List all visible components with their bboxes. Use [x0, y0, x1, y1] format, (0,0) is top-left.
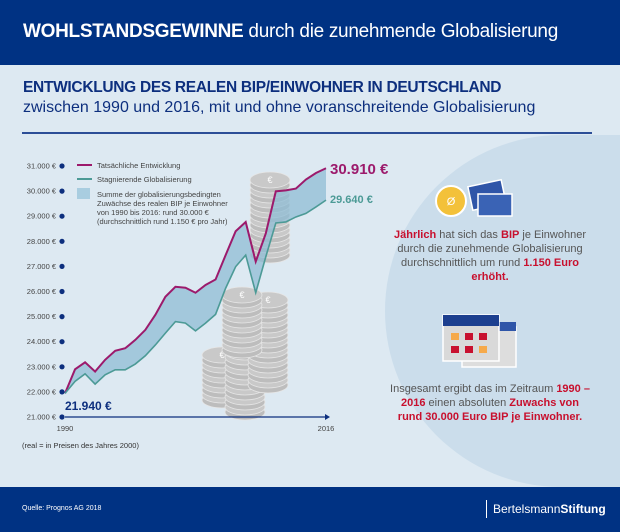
- end-actual-label: 30.910 €: [330, 161, 389, 178]
- y-tick-dot: [59, 288, 65, 295]
- bertelsmann-logo: BertelsmannStiftung: [486, 500, 606, 518]
- stagnant-line: [64, 199, 327, 394]
- footer: Quelle: Prognos AG 2018 BertelsmannStift…: [0, 487, 620, 532]
- end-stagnant-label: 29.640 €: [330, 194, 373, 206]
- chart-title: ENTWICKLUNG DES REALEN BIP/EINWOHNER IN …: [23, 79, 502, 96]
- y-tick-label: 31.000 €: [27, 162, 57, 171]
- x-tick-1990: 1990: [57, 424, 74, 433]
- source: Quelle: Prognos AG 2018: [22, 505, 102, 512]
- info2-highlight-period: 1990 – 2016: [401, 383, 590, 409]
- page-header: WOHLSTANDSGEWINNE durch die zunehmende G…: [0, 0, 620, 65]
- calendar-icon: [442, 314, 517, 368]
- y-tick-label: 27.000 €: [27, 262, 57, 271]
- info1-highlight-bip: BIP: [501, 229, 520, 241]
- legend-area-line2: Zuwächse des realen BIP je Einwohner: [97, 199, 228, 208]
- legend: Tatsächliche Entwicklung Stagnierende Gl…: [77, 161, 228, 226]
- y-tick-label: 22.000 €: [27, 387, 57, 396]
- chart-heading: ENTWICKLUNG DES REALEN BIP/EINWOHNER IN …: [23, 79, 598, 117]
- y-tick-label: 26.000 €: [27, 287, 57, 296]
- coin: [249, 171, 291, 189]
- info2-text-2: einen absoluten: [425, 397, 510, 409]
- y-tick-dot: [59, 414, 65, 420]
- info2-highlight-amount: Zuwachs von rund 30.000 Euro BIP je Einw…: [397, 397, 583, 423]
- y-tick-dot: [59, 163, 65, 169]
- euro-icon: €: [219, 350, 224, 360]
- y-tick-dot: [59, 364, 65, 370]
- gain-area: [65, 168, 326, 394]
- y-tick-label: 24.000 €: [27, 337, 57, 346]
- info1-highlight-amount: 1.150 Euro erhöht.: [471, 257, 579, 283]
- euro-icon: €: [239, 290, 244, 300]
- legend-area-line4: (durchschnittlich rund 1.150 € pro Jahr): [97, 217, 228, 226]
- info1-text-2: je Einwohner durch die zunehmende Global…: [397, 229, 586, 269]
- y-tick-dot: [59, 188, 65, 194]
- legend-actual: Tatsächliche Entwicklung: [97, 161, 180, 170]
- header-title-rest: durch die zunehmende Globalisierung: [248, 21, 558, 42]
- divider: [22, 132, 592, 134]
- euro-icon: €: [265, 295, 270, 305]
- header-title-bold: WOHLSTANDSGEWINNE: [23, 21, 244, 42]
- y-tick-dot: [59, 238, 65, 244]
- euro-icon: €: [267, 175, 272, 185]
- y-tick-label: 23.000 €: [27, 362, 57, 371]
- logo-regular: Bertelsmann: [493, 502, 561, 516]
- y-tick-dot: [59, 339, 65, 345]
- annual-gain-info: Jährlich hat sich das BIP je Einwohner d…: [390, 228, 590, 284]
- coin-and-banknote-icon: Ø: [435, 178, 513, 217]
- y-tick-label: 30.000 €: [27, 187, 57, 196]
- info2-text: Insgesamt ergibt das im Zeitraum: [390, 383, 557, 395]
- y-tick-label: 21.000 €: [27, 413, 57, 422]
- y-tick-label: 25.000 €: [27, 312, 57, 321]
- actual-line: [64, 167, 327, 394]
- start-value-label: 21.940 €: [65, 399, 112, 413]
- y-tick-dot: [59, 263, 65, 269]
- chart-subtitle: zwischen 1990 und 2016, mit und ohne vor…: [23, 99, 536, 116]
- y-tick-dot: [59, 389, 65, 395]
- y-tick-dot: [59, 213, 65, 219]
- legend-area-line3: von 1990 bis 2016: rund 30.000 €: [97, 208, 210, 217]
- x-axis-arrow: [325, 414, 330, 420]
- legend-stagnant: Stagnierende Globalisierung: [97, 175, 192, 184]
- total-gain-info: Insgesamt ergibt das im Zeitraum 1990 – …: [390, 382, 590, 424]
- svg-text:Ø: Ø: [447, 196, 456, 208]
- info1-highlight-year: Jährlich: [393, 229, 437, 241]
- legend-area-swatch: [77, 188, 90, 199]
- logo-bold: Stiftung: [560, 502, 606, 516]
- legend-area-line1: Summe der globalisierungsbedingten: [97, 190, 221, 199]
- footnote: (real = in Preisen des Jahres 2000): [22, 441, 139, 450]
- y-tick-label: 29.000 €: [27, 212, 57, 221]
- x-tick-2016: 2016: [318, 424, 335, 433]
- info1-text: hat sich das: [436, 229, 501, 241]
- y-tick-dot: [59, 314, 65, 320]
- y-tick-label: 28.000 €: [27, 237, 57, 246]
